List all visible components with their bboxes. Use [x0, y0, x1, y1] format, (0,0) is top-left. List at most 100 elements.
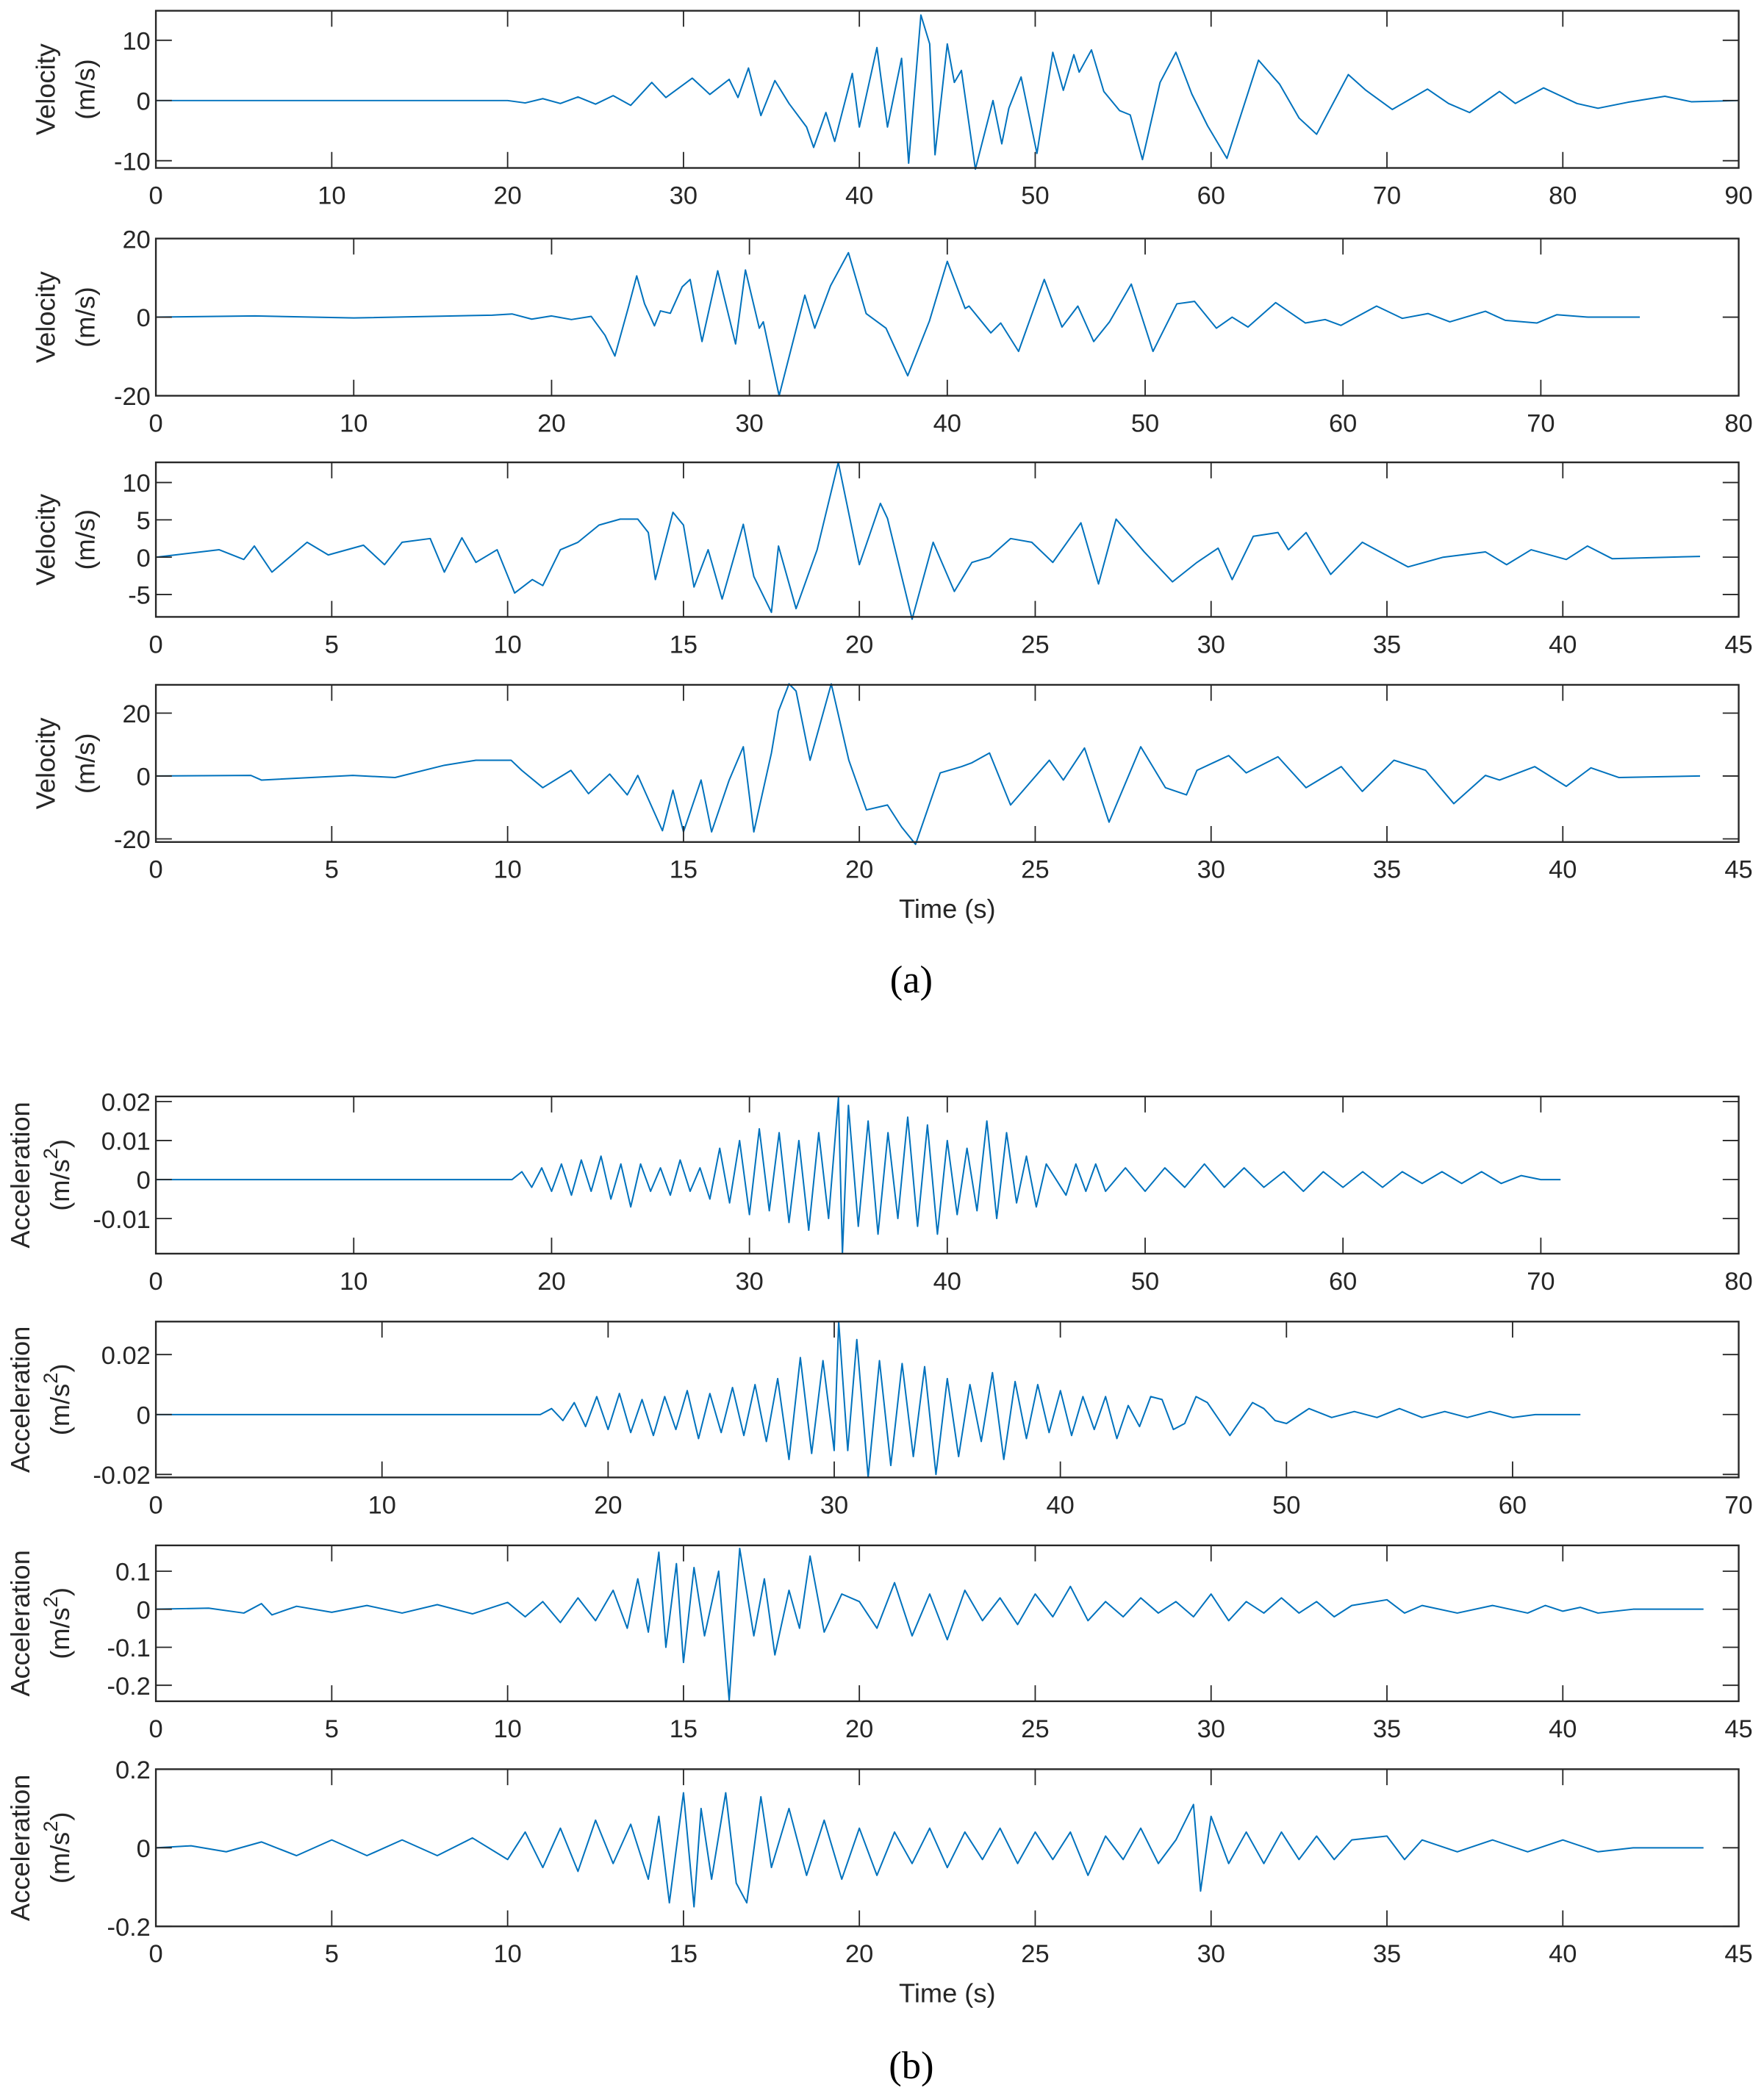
x-tick-label: 40 [933, 409, 961, 437]
x-tick-label: 25 [1021, 1940, 1049, 1968]
unit-text: (m/s) [71, 59, 101, 120]
axes-frame [154, 10, 1740, 169]
x-tick-label: 10 [340, 409, 368, 437]
x-tick-label: 30 [1197, 1715, 1225, 1743]
x-tick-label: 40 [845, 182, 873, 209]
y-axis-label: Velocity [30, 43, 60, 135]
x-tick-label: 0 [149, 1268, 163, 1296]
y-axis-unit-label: (m/s) [71, 59, 101, 120]
data-series-line [155, 462, 1701, 620]
x-tick-label: 40 [933, 1268, 961, 1296]
y-tick-label: -20 [114, 826, 151, 854]
x-tick-label: 30 [1197, 631, 1225, 658]
x-tick-label: 50 [1131, 1268, 1159, 1296]
unit-close-paren: ) [45, 1364, 75, 1373]
x-tick-label: 70 [1527, 409, 1555, 437]
x-tick-label: 30 [735, 1268, 763, 1296]
y-axis-unit-label: (m/s2) [39, 1587, 75, 1659]
axes-frame [154, 1768, 1740, 1928]
x-tick-label: 35 [1373, 856, 1401, 884]
y-tick-label: -20 [114, 383, 151, 411]
y-tick-label: -0.01 [93, 1206, 150, 1234]
y-axis-label: Velocity [30, 493, 60, 586]
x-tick-label: 30 [670, 182, 698, 209]
y-tick-label: 0 [137, 1596, 151, 1624]
x-tick-label: 20 [845, 1715, 873, 1743]
x-tick-label: 70 [1527, 1268, 1555, 1296]
x-tick-label: 90 [1724, 182, 1752, 209]
y-tick-label: 0.02 [101, 1342, 151, 1370]
subplot-1: 0 10 20 30 40 50 60 70 80 90 -10 0 10 Velocity (m/s) [30, 10, 1753, 209]
unit-text: (m/s [45, 1159, 75, 1210]
subfigure-caption: (a) [890, 959, 933, 1002]
data-series-line [156, 1096, 1561, 1254]
x-tick-label: 25 [1021, 856, 1049, 884]
y-tick-label: 20 [123, 226, 151, 254]
x-tick-label: 30 [820, 1491, 848, 1519]
y-tick-label: 20 [123, 700, 151, 728]
y-tick-label: -0.2 [107, 1673, 150, 1701]
data-series-line [156, 1792, 1704, 1908]
x-tick-label: 10 [493, 631, 521, 658]
x-tick-label: 10 [340, 1268, 368, 1296]
unit-close-paren: ) [45, 1139, 75, 1148]
axes-frame [154, 1544, 1740, 1703]
x-tick-label: 60 [1329, 1268, 1357, 1296]
x-tick-label: 15 [670, 1715, 698, 1743]
x-tick-label: 50 [1272, 1491, 1300, 1519]
unit-text: (m/s [45, 1607, 75, 1659]
unit-text: (m/s [45, 1384, 75, 1435]
x-tick-label: 70 [1373, 182, 1401, 209]
x-tick-label: 70 [1724, 1491, 1752, 1519]
x-tick-label: 60 [1197, 182, 1225, 209]
axes-frame [154, 1321, 1740, 1479]
x-tick-label: 0 [149, 409, 163, 437]
y-tick-label: 5 [137, 507, 151, 535]
unit-text: (m/s) [71, 509, 101, 570]
data-series-line [156, 1548, 1704, 1701]
x-tick-label: 15 [670, 1940, 698, 1968]
unit-close-paren: ) [45, 1812, 75, 1820]
x-tick-label: 15 [670, 856, 698, 884]
y-tick-label: 0.02 [101, 1089, 151, 1117]
x-tick-label: 0 [149, 182, 163, 209]
x-tick-label: 40 [1549, 631, 1577, 658]
x-tick-label: 10 [493, 1715, 521, 1743]
x-tick-label: 30 [1197, 1940, 1225, 1968]
subplot-3: 0 5 10 15 20 25 30 35 40 45 -5 0 5 10 Velocity (m/s) [30, 461, 1753, 658]
x-tick-label: 45 [1724, 1715, 1752, 1743]
x-tick-label: 10 [493, 856, 521, 884]
x-tick-label: 20 [537, 1268, 565, 1296]
y-tick-label: 0.1 [115, 1559, 151, 1587]
subplot-5: 0 10 20 30 40 50 60 70 80 -0.01 0 0.01 0.02 Accelerat… [5, 1089, 1753, 1296]
x-tick-label: 0 [149, 1715, 163, 1743]
y-tick-label: 10 [123, 27, 151, 55]
y-tick-label: 0 [137, 545, 151, 572]
y-tick-label: 0 [137, 87, 151, 115]
x-tick-label: 40 [1046, 1491, 1074, 1519]
y-tick-label: 0.01 [101, 1128, 151, 1156]
unit-superscript: 2 [39, 1373, 62, 1384]
y-axis-label: Acceleration [5, 1326, 35, 1473]
x-tick-label: 10 [368, 1491, 396, 1519]
y-tick-label: 0 [137, 1167, 151, 1195]
data-series-line [156, 683, 1701, 845]
x-tick-label: 10 [493, 1940, 521, 1968]
y-axis-unit-label: (m/s2) [39, 1364, 75, 1436]
unit-superscript: 2 [39, 1148, 62, 1159]
x-tick-label: 80 [1549, 182, 1577, 209]
x-tick-label: 25 [1021, 1715, 1049, 1743]
y-axis-label: Acceleration [5, 1775, 35, 1921]
unit-text: (m/s) [71, 733, 101, 794]
y-tick-label: -5 [128, 582, 151, 610]
x-tick-label: 30 [735, 409, 763, 437]
subfigure-caption: (b) [889, 2044, 933, 2087]
y-tick-label: 0.2 [115, 1756, 151, 1784]
unit-close-paren: ) [45, 1587, 75, 1596]
unit-text: (m/s [45, 1832, 75, 1884]
x-tick-label: 50 [1131, 409, 1159, 437]
x-tick-label: 5 [325, 856, 339, 884]
x-tick-label: 35 [1373, 1715, 1401, 1743]
